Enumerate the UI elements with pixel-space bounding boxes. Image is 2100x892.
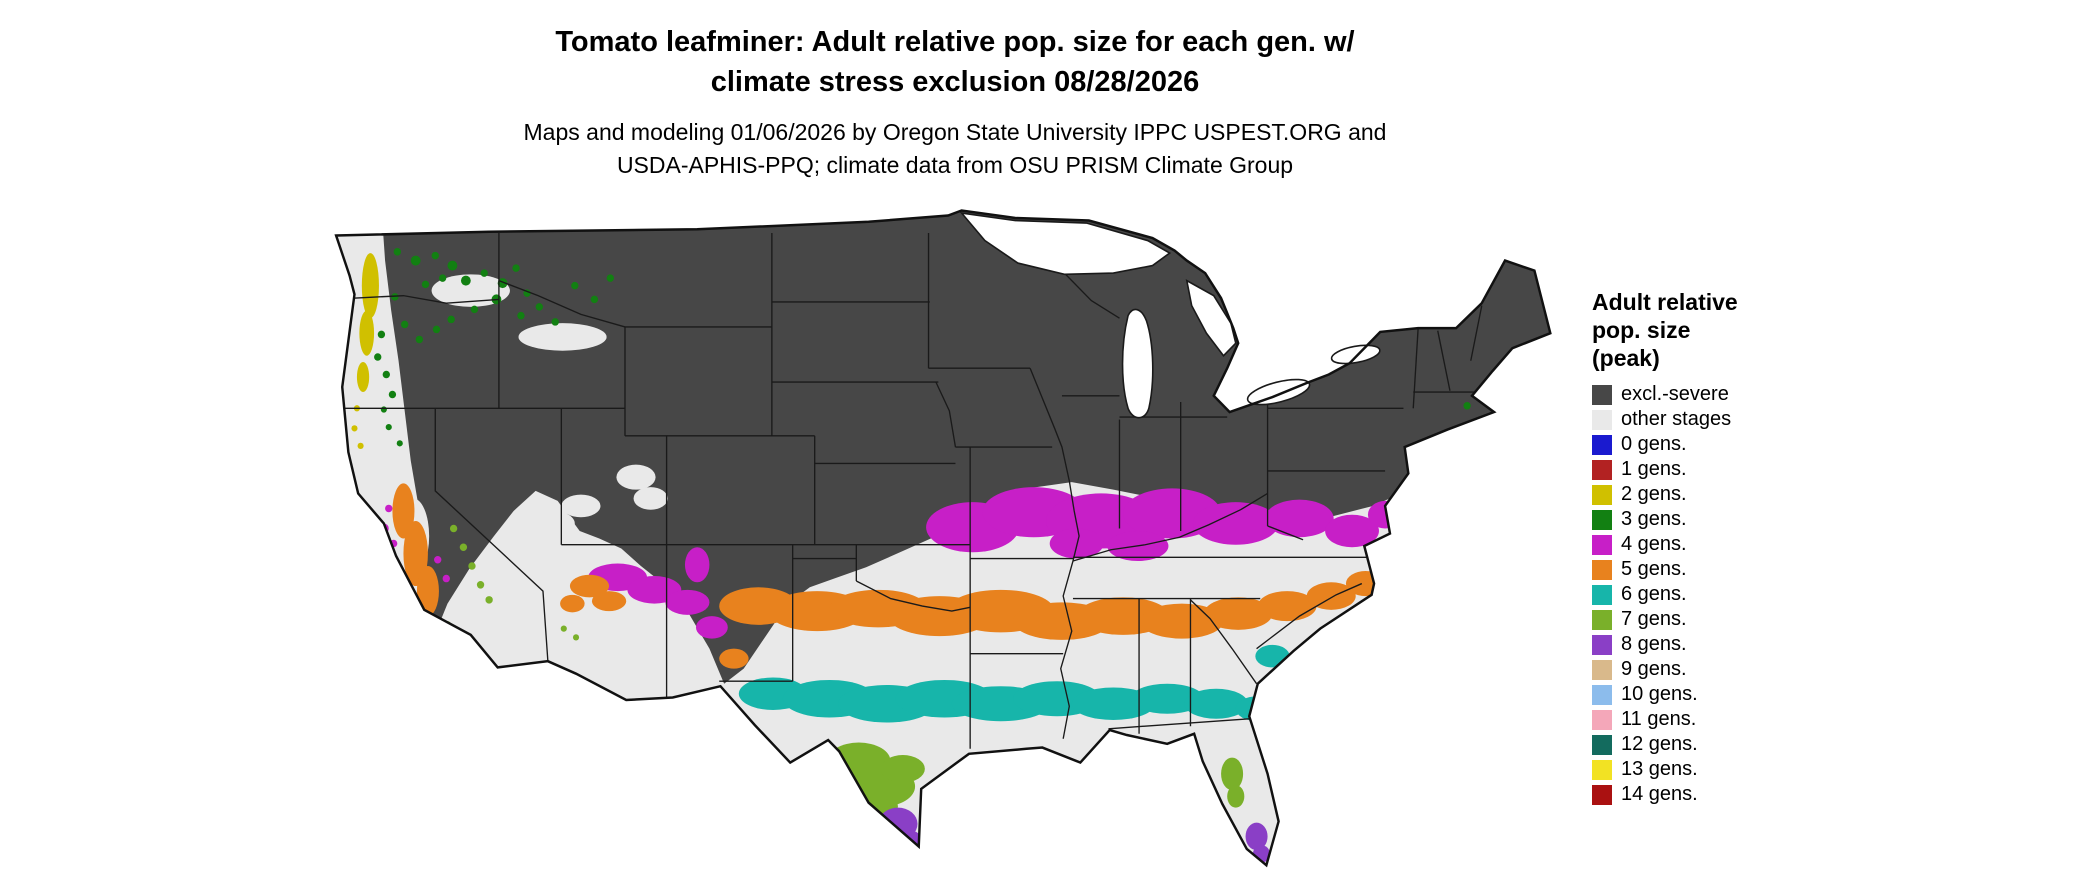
legend-label: other stages <box>1621 408 1732 430</box>
legend-swatch <box>1592 684 1612 705</box>
lake-huron <box>1185 279 1237 357</box>
page-title-line-2: climate stress exclusion 08/28/2026 <box>710 66 1200 98</box>
legend-swatch <box>1592 759 1612 780</box>
legend-swatch <box>1592 509 1612 530</box>
legend-label: excl.-severe <box>1621 383 1729 405</box>
subtitle: Maps and modeling 01/06/2026 by Oregon S… <box>0 116 1910 182</box>
legend-swatch <box>1592 409 1612 430</box>
legend-item: 0 gens. <box>1592 432 1822 457</box>
state-boundaries <box>341 233 1493 749</box>
legend-label: 2 gens. <box>1621 483 1687 505</box>
legend-title-line-3: (peak) <box>1592 345 1660 371</box>
legend-title-line-2: pop. size <box>1592 317 1691 343</box>
lake-erie <box>1246 378 1311 406</box>
legend-item: 3 gens. <box>1592 507 1822 532</box>
legend-item: 13 gens. <box>1592 757 1822 782</box>
legend-item: 2 gens. <box>1592 482 1822 507</box>
map-band-8-gens <box>878 807 1271 863</box>
legend-swatch <box>1592 709 1612 730</box>
legend-swatch <box>1592 659 1612 680</box>
legend-label: 0 gens. <box>1621 433 1687 455</box>
legend-title: Adult relative pop. size (peak) <box>1592 288 1822 372</box>
page-title-line-1: Tomato leafminer: Adult relative pop. si… <box>555 26 1355 58</box>
legend-label: 5 gens. <box>1621 558 1687 580</box>
legend-item: 5 gens. <box>1592 557 1822 582</box>
legend-item: 6 gens. <box>1592 582 1822 607</box>
us-outline <box>334 209 1552 868</box>
subtitle-line-2: USDA-APHIS-PPQ; climate data from OSU PR… <box>616 152 1294 178</box>
legend: Adult relative pop. size (peak) excl.-se… <box>1592 288 1822 807</box>
legend-label: 14 gens. <box>1621 783 1698 805</box>
legend-item: excl.-severe <box>1592 382 1822 407</box>
legend-label: 7 gens. <box>1621 608 1687 630</box>
legend-swatch <box>1592 634 1612 655</box>
legend-swatch <box>1592 609 1612 630</box>
legend-item: 9 gens. <box>1592 657 1822 682</box>
lake-superior <box>959 211 1172 276</box>
legend-label: 6 gens. <box>1621 583 1687 605</box>
lake-michigan <box>1121 308 1154 419</box>
legend-label: 10 gens. <box>1621 683 1698 705</box>
legend-item: 7 gens. <box>1592 607 1822 632</box>
legend-label: 11 gens. <box>1621 708 1697 730</box>
legend-item: 11 gens. <box>1592 707 1822 732</box>
header: Tomato leafminer: Adult relative pop. si… <box>0 22 1910 182</box>
legend-swatch <box>1592 434 1612 455</box>
legend-swatch <box>1592 734 1612 755</box>
legend-items: excl.-severe other stages 0 gens. 1 gens. 2 … <box>1592 382 1822 807</box>
lake-ontario <box>1330 344 1381 365</box>
legend-label: 12 gens. <box>1621 733 1698 755</box>
legend-label: 3 gens. <box>1621 508 1687 530</box>
legend-item: 14 gens. <box>1592 782 1822 807</box>
legend-label: 13 gens. <box>1621 758 1698 780</box>
us-map <box>330 208 1554 884</box>
legend-item: 1 gens. <box>1592 457 1822 482</box>
legend-swatch <box>1592 584 1612 605</box>
legend-item: 8 gens. <box>1592 632 1822 657</box>
legend-item: 4 gens. <box>1592 532 1822 557</box>
legend-swatch <box>1592 559 1612 580</box>
legend-swatch <box>1592 384 1612 405</box>
legend-swatch <box>1592 534 1612 555</box>
legend-label: 1 gens. <box>1621 458 1687 480</box>
great-lakes <box>959 211 1381 419</box>
legend-item: 10 gens. <box>1592 682 1822 707</box>
legend-title-line-1: Adult relative <box>1592 289 1738 315</box>
legend-item: other stages <box>1592 407 1822 432</box>
legend-swatch <box>1592 784 1612 805</box>
legend-label: 9 gens. <box>1621 658 1687 680</box>
legend-label: 4 gens. <box>1621 533 1687 555</box>
legend-item: 12 gens. <box>1592 732 1822 757</box>
legend-swatch <box>1592 484 1612 505</box>
subtitle-line-1: Maps and modeling 01/06/2026 by Oregon S… <box>523 119 1387 145</box>
legend-swatch <box>1592 459 1612 480</box>
us-map-svg <box>334 209 1552 868</box>
legend-label: 8 gens. <box>1621 633 1687 655</box>
